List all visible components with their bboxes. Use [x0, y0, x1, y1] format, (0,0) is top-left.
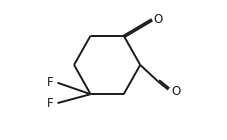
- Text: F: F: [47, 76, 54, 89]
- Text: F: F: [47, 97, 54, 110]
- Text: O: O: [153, 13, 162, 26]
- Text: O: O: [171, 85, 181, 98]
